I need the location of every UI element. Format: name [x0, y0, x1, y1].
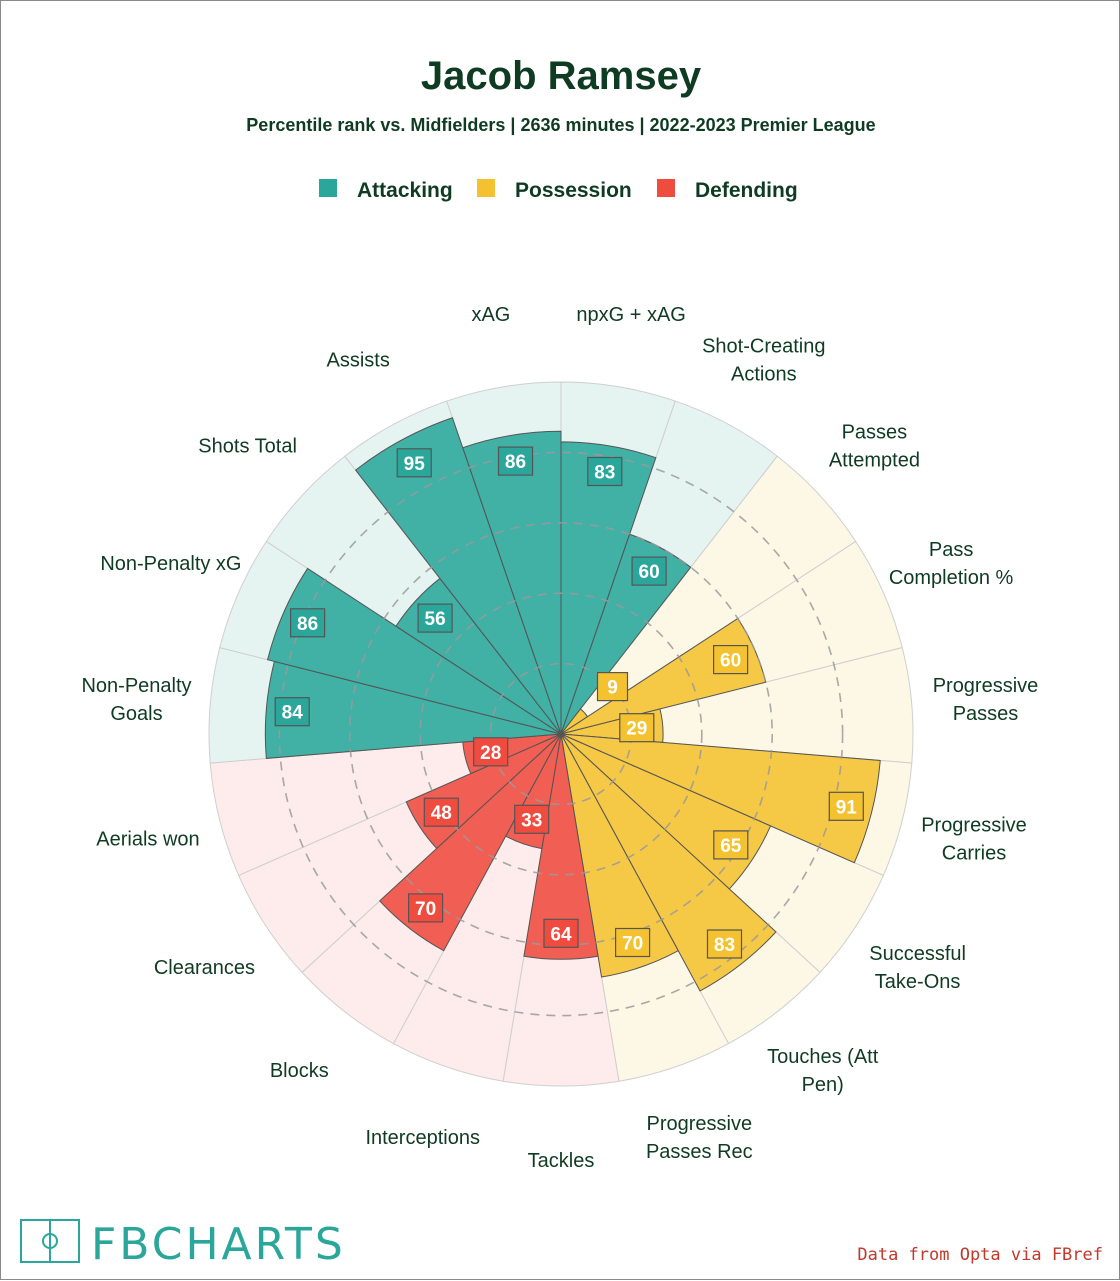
stat-label-line: Non-Penalty — [81, 675, 191, 697]
legend-swatch-attacking — [319, 179, 337, 197]
badge-progressive-passes: 29 — [620, 714, 654, 742]
stat-label-line: Assists — [327, 349, 390, 371]
stat-label-line: Passes — [842, 422, 908, 444]
chart-frame: Jacob Ramsey Percentile rank vs. Midfiel… — [0, 0, 1120, 1280]
stat-label-progressive-passes-rec: Progressive Passes Rec — [646, 1113, 753, 1163]
stat-label-line: Goals — [110, 703, 162, 725]
stat-label-successful-take-ons: Successful Take-Ons — [869, 943, 966, 993]
legend-swatch-defending — [657, 179, 675, 197]
stat-label-line: Blocks — [270, 1060, 329, 1082]
stat-label-line: Actions — [731, 363, 797, 385]
stat-label-xag: xAG — [471, 304, 510, 326]
stat-label-non-penalty-xg: Non-Penalty xG — [100, 553, 241, 575]
value-label-touches-att-pen: 83 — [714, 935, 735, 956]
stat-label-line: Shots Total — [198, 436, 297, 458]
stat-label-pass-completion: Pass Completion % — [889, 539, 1014, 589]
data-credit: Data from Opta via FBref — [857, 1245, 1103, 1265]
stat-label-interceptions: Interceptions — [365, 1127, 480, 1149]
stat-label-touches-att-pen: Touches (Att Pen) — [767, 1046, 879, 1096]
value-label-tackles: 64 — [550, 924, 572, 945]
value-label-passes-attempted: 9 — [607, 678, 618, 699]
value-label-xag: 86 — [505, 452, 526, 473]
stat-label-progressive-carries: Progressive Carries — [921, 815, 1027, 865]
fbcharts-logo: FBCHARTS — [21, 1219, 346, 1270]
stat-label-line: Interceptions — [365, 1127, 480, 1149]
badge-interceptions: 33 — [515, 805, 549, 833]
value-label-non-penalty-goals: 84 — [282, 703, 304, 724]
stat-label-tackles: Tackles — [528, 1150, 595, 1172]
value-label-clearances: 48 — [431, 803, 452, 824]
legend: Attacking Possession Defending — [319, 179, 798, 202]
stat-label-non-penalty-goals: Non-Penalty Goals — [81, 675, 191, 725]
value-label-successful-take-ons: 65 — [720, 836, 742, 857]
stat-label-shot-creating-actions: Shot-Creating Actions — [702, 335, 825, 385]
value-label-blocks: 70 — [415, 899, 436, 920]
radar-chart: Jacob Ramsey Percentile rank vs. Midfiel… — [1, 1, 1120, 1281]
badge-clearances: 48 — [424, 798, 458, 826]
stat-label-shots-total: Shots Total — [198, 436, 297, 458]
value-label-aerials-won: 28 — [480, 743, 501, 764]
stat-label-assists: Assists — [327, 349, 390, 371]
stat-label-line: Attempted — [829, 450, 920, 472]
stat-label-line: Non-Penalty xG — [100, 553, 241, 575]
badge-pass-completion: 60 — [714, 646, 748, 674]
badge-touches-att-pen: 83 — [708, 930, 742, 958]
stat-label-line: Progressive — [933, 675, 1039, 697]
badge-tackles: 64 — [544, 919, 578, 947]
stat-label-line: Passes Rec — [646, 1141, 753, 1163]
stat-label-line: Completion % — [889, 567, 1014, 589]
badge-progressive-passes-rec: 70 — [616, 929, 650, 957]
badge-successful-take-ons: 65 — [714, 831, 748, 859]
badge-aerials-won: 28 — [474, 738, 508, 766]
chart-title: Jacob Ramsey — [421, 54, 702, 98]
badge-passes-attempted: 9 — [598, 673, 628, 701]
stat-label-line: Passes — [953, 703, 1019, 725]
stat-label-line: Shot-Creating — [702, 335, 825, 357]
brand-name: FBCHARTS — [91, 1219, 346, 1270]
badge-npxg-xag: 83 — [588, 458, 622, 486]
stat-label-line: Aerials won — [96, 829, 199, 851]
stat-label-line: Take-Ons — [875, 971, 961, 993]
stat-label-line: Touches (Att — [767, 1046, 879, 1068]
stat-label-line: Successful — [869, 943, 966, 965]
badge-non-penalty-goals: 84 — [275, 698, 309, 726]
legend-swatch-possession — [477, 179, 495, 197]
value-label-assists: 95 — [404, 454, 426, 475]
stat-label-line: Progressive — [921, 815, 1027, 837]
value-label-progressive-passes: 29 — [626, 719, 647, 740]
stat-label-npxg-xag: npxG + xAG — [576, 304, 686, 326]
stat-label-blocks: Blocks — [270, 1060, 329, 1082]
legend-label-attacking: Attacking — [357, 179, 453, 202]
value-label-npxg-xag: 83 — [594, 463, 615, 484]
value-label-progressive-carries: 91 — [836, 797, 858, 818]
badge-shot-creating-actions: 60 — [632, 557, 666, 585]
legend-label-possession: Possession — [515, 179, 632, 202]
stat-label-line: npxG + xAG — [576, 304, 686, 326]
badge-assists: 95 — [397, 449, 431, 477]
stat-label-line: Clearances — [154, 957, 255, 979]
value-label-shots-total: 56 — [425, 609, 446, 630]
badge-non-penalty-xg: 86 — [291, 609, 325, 637]
stat-label-line: xAG — [471, 304, 510, 326]
stat-label-aerials-won: Aerials won — [96, 829, 199, 851]
stat-label-line: Progressive — [646, 1113, 752, 1135]
stat-label-passes-attempted: Passes Attempted — [829, 422, 920, 472]
value-label-shot-creating-actions: 60 — [639, 562, 660, 583]
value-label-non-penalty-xg: 86 — [297, 614, 318, 635]
value-label-pass-completion: 60 — [720, 651, 741, 672]
stat-label-clearances: Clearances — [154, 957, 255, 979]
badge-progressive-carries: 91 — [829, 792, 863, 820]
badge-blocks: 70 — [409, 894, 443, 922]
badge-xag: 86 — [499, 447, 533, 475]
stat-label-line: Tackles — [528, 1150, 595, 1172]
value-label-progressive-passes-rec: 70 — [622, 934, 643, 955]
legend-label-defending: Defending — [695, 179, 798, 202]
stat-label-line: Carries — [942, 843, 1006, 865]
stat-label-line: Pass — [929, 539, 973, 561]
stat-label-line: Pen) — [802, 1074, 844, 1096]
badge-shots-total: 56 — [418, 604, 452, 632]
chart-subtitle: Percentile rank vs. Midfielders | 2636 m… — [246, 115, 875, 135]
value-label-interceptions: 33 — [521, 810, 542, 831]
stat-label-progressive-passes: Progressive Passes — [933, 675, 1039, 725]
